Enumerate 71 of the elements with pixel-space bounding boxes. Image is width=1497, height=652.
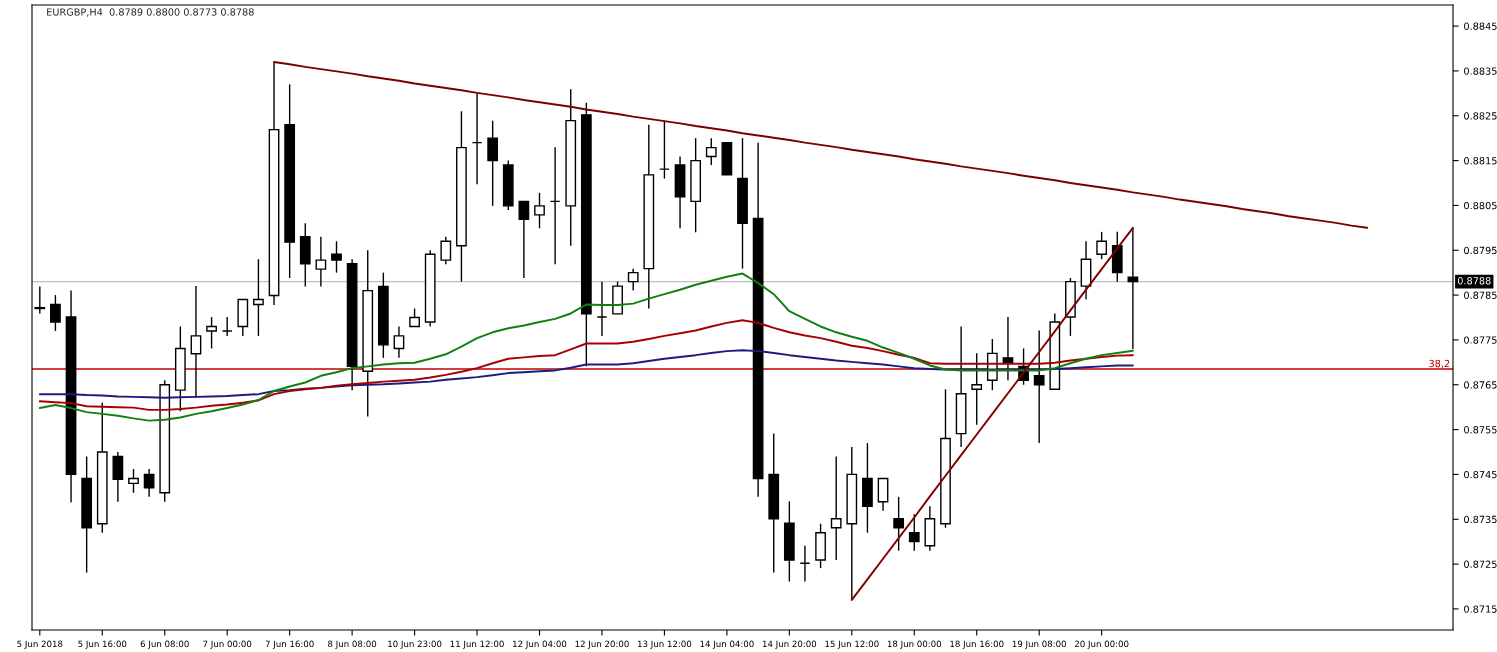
y-tick-label: 0.8805 bbox=[1464, 201, 1497, 210]
y-tick-label: 0.8845 bbox=[1464, 22, 1497, 30]
x-tick-label: 12 Jun 04:00 bbox=[513, 640, 567, 649]
candlestick bbox=[830, 455, 842, 561]
y-tick-label: 0.8785 bbox=[1464, 291, 1497, 299]
line-series bbox=[38, 319, 1134, 411]
candlestick bbox=[315, 236, 327, 288]
candlestick bbox=[908, 513, 920, 552]
line-series bbox=[273, 60, 1369, 229]
y-tick-label: 0.8775 bbox=[1464, 336, 1497, 344]
y-tick-label: 0.8825 bbox=[1464, 112, 1497, 120]
x-tick-label: 14 Jun 04:00 bbox=[700, 640, 754, 649]
y-tick-label: 0.8815 bbox=[1464, 157, 1497, 165]
x-tick-label: 13 Jun 12:00 bbox=[638, 640, 692, 649]
candlestick bbox=[471, 92, 483, 186]
candlestick bbox=[143, 468, 155, 498]
candlestick bbox=[331, 240, 342, 274]
candlestick bbox=[1002, 316, 1014, 381]
x-tick-label: 19 Jun 08:00 bbox=[1012, 640, 1066, 649]
line-series bbox=[850, 226, 1134, 601]
y-tick-label: 0.8725 bbox=[1464, 560, 1497, 568]
line-series bbox=[38, 349, 1134, 399]
x-tick-label: 7 Jun 00:00 bbox=[203, 640, 252, 649]
ref-line-label: 0.8788 bbox=[1457, 277, 1491, 285]
x-tick-label: 5 Jun 16:00 bbox=[78, 640, 127, 649]
candlestick bbox=[659, 119, 670, 180]
candlestick bbox=[705, 137, 717, 166]
candlestick bbox=[893, 496, 905, 552]
x-tick-label: 8 Jun 08:00 bbox=[328, 640, 377, 649]
x-tick-label: 6 Jun 08:00 bbox=[140, 640, 189, 649]
candlestick bbox=[1096, 231, 1108, 260]
candlestick bbox=[534, 192, 545, 229]
x-tick-label: 10 Jun 23:00 bbox=[388, 640, 442, 649]
candlestick bbox=[50, 294, 61, 332]
candlestick bbox=[112, 451, 124, 503]
candlestick bbox=[190, 285, 202, 399]
candlestick bbox=[799, 545, 811, 583]
candlestick bbox=[518, 200, 530, 279]
y-tick-label: 0.8745 bbox=[1464, 470, 1497, 479]
x-tick-label: 14 Jun 20:00 bbox=[762, 640, 817, 649]
candlestick bbox=[440, 236, 452, 265]
x-tick-label: 5 Jun 2018 bbox=[17, 640, 63, 649]
x-tick-label: 12 Jun 20:00 bbox=[575, 640, 629, 649]
candlestick bbox=[487, 119, 499, 207]
candlestick bbox=[971, 352, 983, 426]
x-tick-label: 18 Jun 16:00 bbox=[950, 640, 1004, 649]
x-tick-label: 15 Jun 12:00 bbox=[825, 640, 879, 649]
x-tick-label: 11 Jun 12:00 bbox=[450, 640, 504, 649]
candlestick bbox=[1033, 329, 1045, 444]
candlestick bbox=[206, 316, 217, 350]
y-tick-label: 0.8715 bbox=[1464, 605, 1497, 613]
candlestick bbox=[549, 146, 561, 265]
candlestick bbox=[877, 477, 889, 512]
line-series bbox=[38, 272, 1134, 422]
annotation: 38,2 bbox=[1429, 359, 1450, 369]
x-tick-label: 18 Jun 00:00 bbox=[887, 640, 942, 649]
chart-title: EURGBP,H4 0.8789 0.8800 0.8773 0.8788 bbox=[47, 8, 254, 17]
y-tick-label: 0.8835 bbox=[1464, 67, 1497, 75]
y-tick-label: 0.8735 bbox=[1464, 515, 1497, 524]
candlestick bbox=[627, 267, 639, 292]
candlestick bbox=[393, 325, 405, 359]
y-tick-label: 0.8755 bbox=[1464, 426, 1497, 434]
candlestick bbox=[221, 316, 233, 337]
candlestick bbox=[128, 468, 139, 494]
x-tick-label: 7 Jun 16:00 bbox=[265, 640, 314, 649]
y-tick-label: 0.8765 bbox=[1464, 381, 1497, 389]
candlestick bbox=[1127, 227, 1139, 350]
candlestick bbox=[253, 258, 264, 337]
x-tick-label: 20 Jun 00:00 bbox=[1074, 640, 1129, 649]
candlestick bbox=[596, 280, 608, 337]
y-tick-label: 0.8795 bbox=[1464, 246, 1497, 255]
